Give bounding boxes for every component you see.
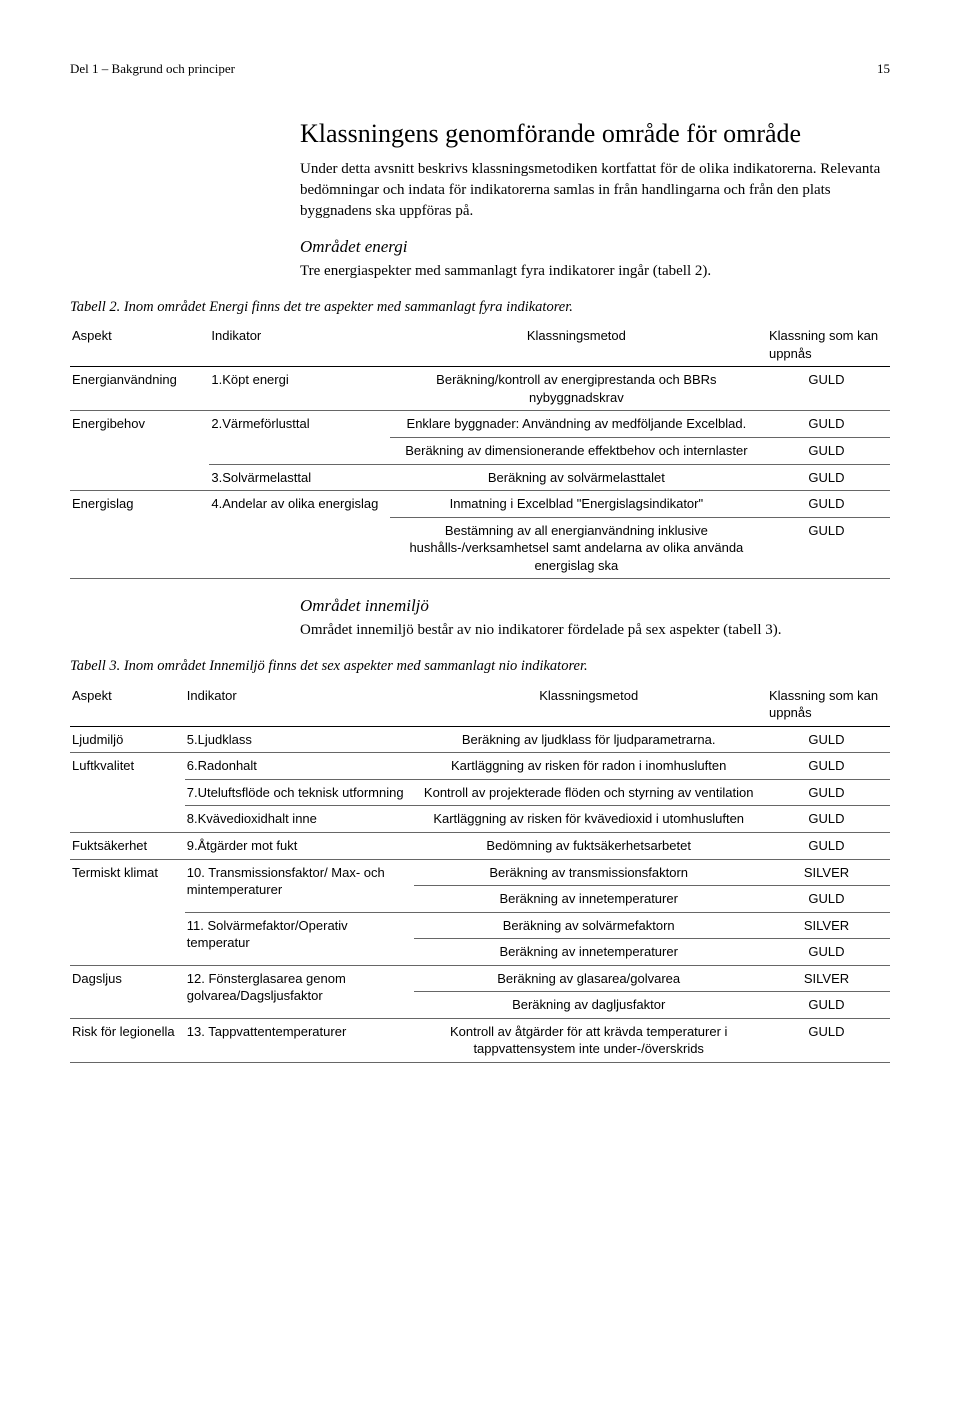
cell-metod: Kartläggning av risken för radon i inomh…: [414, 753, 767, 780]
cell-klass: GULD: [767, 517, 890, 579]
section1-text: Tre energiaspekter med sammanlagt fyra i…: [300, 261, 890, 282]
header-page-number: 15: [877, 60, 890, 78]
cell-aspekt: Luftkvalitet: [70, 753, 185, 833]
table-row: 7.Uteluftsflöde och teknisk utformningKo…: [70, 779, 890, 806]
cell-metod: Beräkning/kontroll av energiprestanda oc…: [390, 367, 767, 411]
cell-indikator: 6.Radonhalt: [185, 753, 415, 780]
cell-metod: Beräkning av solvärmefaktorn: [414, 912, 767, 939]
cell-indikator: 13. Tappvattentemperaturer: [185, 1018, 415, 1062]
cell-klass: GULD: [767, 437, 890, 464]
table1-header-klass: Klassning som kan uppnås: [767, 323, 890, 367]
cell-indikator: 1.Köpt energi: [209, 367, 389, 411]
table2-header-aspekt: Aspekt: [70, 683, 185, 727]
intro-text: Under detta avsnitt beskrivs klassningsm…: [300, 159, 890, 222]
main-heading: Klassningens genomförande område för omr…: [300, 118, 890, 149]
cell-metod: Bestämning av all energianvändning inklu…: [390, 517, 767, 579]
cell-aspekt: Dagsljus: [70, 965, 185, 1018]
table1-header-metod: Klassningsmetod: [390, 323, 767, 367]
table1-caption: Tabell 2. Inom området Energi finns det …: [70, 298, 890, 318]
cell-metod: Bedömning av fuktsäkerhetsarbetet: [414, 833, 767, 860]
cell-klass: SILVER: [767, 965, 890, 992]
cell-metod: Beräkning av dagljusfaktor: [414, 992, 767, 1019]
table-row: Energianvändning1.Köpt energiBeräkning/k…: [70, 367, 890, 411]
cell-klass: GULD: [767, 491, 890, 518]
cell-metod: Kartläggning av risken för kvävedioxid i…: [414, 806, 767, 833]
cell-metod: Kontroll av projekterade flöden och styr…: [414, 779, 767, 806]
cell-indikator: 10. Transmissionsfaktor/ Max- och mintem…: [185, 859, 415, 912]
cell-klass: GULD: [767, 411, 890, 438]
cell-indikator: 12. Fönsterglasarea genom golvarea/Dagsl…: [185, 965, 415, 1018]
cell-klass: SILVER: [767, 912, 890, 939]
cell-klass: GULD: [767, 992, 890, 1019]
cell-metod: Enklare byggnader: Användning av medfölj…: [390, 411, 767, 438]
cell-klass: GULD: [767, 753, 890, 780]
cell-indikator: 4.Andelar av olika energislag: [209, 491, 389, 579]
table-row: Fuktsäkerhet9.Åtgärder mot fuktBedömning…: [70, 833, 890, 860]
cell-aspekt: Termiskt klimat: [70, 859, 185, 965]
table-row: 8.Kvävedioxidhalt inneKartläggning av ri…: [70, 806, 890, 833]
section2-block: Området innemiljö Området innemiljö best…: [300, 595, 890, 641]
cell-metod: Beräkning av innetemperaturer: [414, 939, 767, 966]
cell-indikator: 5.Ljudklass: [185, 726, 415, 753]
table-row: Luftkvalitet6.RadonhaltKartläggning av r…: [70, 753, 890, 780]
table2-caption: Tabell 3. Inom området Innemiljö finns d…: [70, 657, 890, 677]
table2-header-metod: Klassningsmetod: [414, 683, 767, 727]
cell-klass: GULD: [767, 886, 890, 913]
cell-klass: GULD: [767, 806, 890, 833]
cell-metod: Beräkning av dimensionerande effektbehov…: [390, 437, 767, 464]
cell-indikator: 2.Värmeförlusttal: [209, 411, 389, 464]
cell-klass: GULD: [767, 367, 890, 411]
table-row: Risk för legionella13. Tappvattentempera…: [70, 1018, 890, 1062]
cell-aspekt: Ljudmiljö: [70, 726, 185, 753]
table-row: Termiskt klimat10. Transmissionsfaktor/ …: [70, 859, 890, 886]
intro-block: Klassningens genomförande område för omr…: [300, 118, 890, 282]
table-row: Dagsljus12. Fönsterglasarea genom golvar…: [70, 965, 890, 992]
cell-indikator: 7.Uteluftsflöde och teknisk utformning: [185, 779, 415, 806]
cell-klass: GULD: [767, 779, 890, 806]
table1-header-aspekt: Aspekt: [70, 323, 209, 367]
section2-heading: Området innemiljö: [300, 595, 890, 618]
table2-header-indikator: Indikator: [185, 683, 415, 727]
cell-aspekt: Energislag: [70, 491, 209, 579]
cell-indikator: 3.Solvärmelasttal: [209, 464, 389, 491]
cell-klass: GULD: [767, 939, 890, 966]
cell-metod: Beräkning av ljudklass för ljudparametra…: [414, 726, 767, 753]
cell-klass: SILVER: [767, 859, 890, 886]
table2: Aspekt Indikator Klassningsmetod Klassni…: [70, 683, 890, 1063]
section1-heading: Området energi: [300, 236, 890, 259]
cell-klass: GULD: [767, 833, 890, 860]
cell-metod: Beräkning av glasarea/golvarea: [414, 965, 767, 992]
cell-klass: GULD: [767, 726, 890, 753]
table-row: Ljudmiljö5.LjudklassBeräkning av ljudkla…: [70, 726, 890, 753]
table2-header-klass: Klassning som kan uppnås: [767, 683, 890, 727]
cell-metod: Kontroll av åtgärder för att krävda temp…: [414, 1018, 767, 1062]
cell-metod: Beräkning av solvärmelasttalet: [390, 464, 767, 491]
cell-aspekt: Energianvändning: [70, 367, 209, 411]
table-row: Energibehov2.VärmeförlusttalEnklare bygg…: [70, 411, 890, 438]
cell-indikator: 8.Kvävedioxidhalt inne: [185, 806, 415, 833]
page-header: Del 1 – Bakgrund och principer 15: [70, 60, 890, 78]
cell-indikator: 11. Solvärmefaktor/Operativ temperatur: [185, 912, 415, 965]
cell-metod: Inmatning i Excelblad "Energislagsindika…: [390, 491, 767, 518]
cell-aspekt: Energibehov: [70, 411, 209, 491]
cell-indikator: 9.Åtgärder mot fukt: [185, 833, 415, 860]
cell-metod: Beräkning av innetemperaturer: [414, 886, 767, 913]
cell-klass: GULD: [767, 1018, 890, 1062]
table1-header-indikator: Indikator: [209, 323, 389, 367]
cell-metod: Beräkning av transmissionsfaktorn: [414, 859, 767, 886]
table1: Aspekt Indikator Klassningsmetod Klassni…: [70, 323, 890, 579]
cell-klass: GULD: [767, 464, 890, 491]
table-row: 11. Solvärmefaktor/Operativ temperaturBe…: [70, 912, 890, 939]
header-left: Del 1 – Bakgrund och principer: [70, 60, 235, 78]
cell-aspekt: Risk för legionella: [70, 1018, 185, 1062]
cell-aspekt: Fuktsäkerhet: [70, 833, 185, 860]
table-row: Energislag4.Andelar av olika energislagI…: [70, 491, 890, 518]
section2-text: Området innemiljö består av nio indikato…: [300, 620, 890, 641]
